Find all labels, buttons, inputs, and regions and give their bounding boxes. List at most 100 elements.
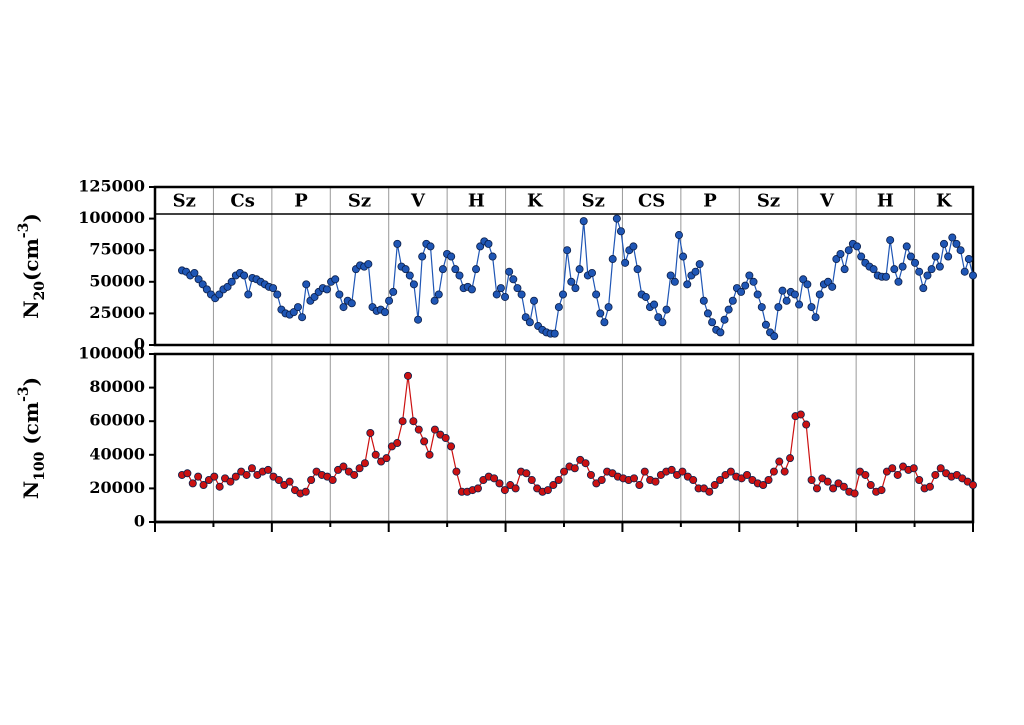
segment-label: K [936,191,953,212]
point [728,296,737,305]
point [430,296,439,305]
point [925,482,934,491]
point [513,284,522,293]
point [769,467,778,476]
point [679,252,688,261]
point [393,439,402,448]
point [307,475,316,484]
segment-label: Sz [757,191,780,212]
point [775,457,784,466]
point [401,265,410,274]
point [877,486,886,495]
point [525,318,534,327]
point [285,477,294,486]
y-axis-label-part: N [19,481,43,499]
point [554,475,563,484]
point [749,277,758,286]
point [807,475,816,484]
point [960,267,969,276]
point [426,242,435,251]
point [829,484,838,493]
point [385,296,394,305]
point [857,252,866,261]
point [737,287,746,296]
y-axis-label-part: N [19,301,43,319]
point [691,267,700,276]
point [530,296,539,305]
point [915,475,924,484]
y-axis-label-part: ) [19,377,43,386]
point [403,371,412,380]
point [227,277,236,286]
point [382,454,391,463]
point [703,309,712,318]
point [670,277,679,286]
point [398,417,407,426]
point [405,271,414,280]
point [745,271,754,280]
point [853,242,862,251]
y-axis-label: N20(cm-3) [16,213,48,319]
point [339,303,348,312]
point [247,464,256,473]
point [434,290,443,299]
point [795,300,804,309]
point [956,246,965,255]
point [678,467,687,476]
point [490,474,499,483]
point [596,309,605,318]
point [893,470,902,479]
point [911,258,920,267]
point [543,486,552,495]
point [844,246,853,255]
point [335,290,344,299]
point [350,470,359,479]
point [231,472,240,481]
point [215,482,224,491]
point [720,315,729,324]
point [782,296,791,305]
point [759,481,768,490]
point [944,252,953,261]
point [451,265,460,274]
y-tick-label: 100000 [78,344,145,363]
point [183,469,192,478]
point [612,214,621,223]
y-tick-label: 50000 [89,271,145,290]
point [802,420,811,429]
y-axis-label: N100 (cm-3) [16,377,48,499]
point [550,329,559,338]
point [629,242,638,251]
point [188,479,197,488]
point [509,275,518,284]
point [640,467,649,476]
point [488,252,497,261]
point [869,265,878,274]
point [575,265,584,274]
segment-label: H [877,191,894,212]
point [641,292,650,301]
point [264,465,273,474]
y-tick-label: 25000 [89,303,145,322]
point [761,320,770,329]
point [331,275,340,284]
point [409,280,418,289]
point [210,472,219,481]
segment-label: P [294,191,308,212]
point [380,308,389,317]
point [521,313,530,322]
point [554,303,563,312]
point [302,280,311,289]
point [969,481,978,490]
point [467,285,476,294]
point [190,268,199,277]
point [366,428,375,437]
point [495,479,504,488]
segment-label: Sz [173,191,196,212]
point [522,469,531,478]
point [301,487,310,496]
series-line [181,375,974,495]
segment-label: K [527,191,544,212]
point [273,290,282,299]
